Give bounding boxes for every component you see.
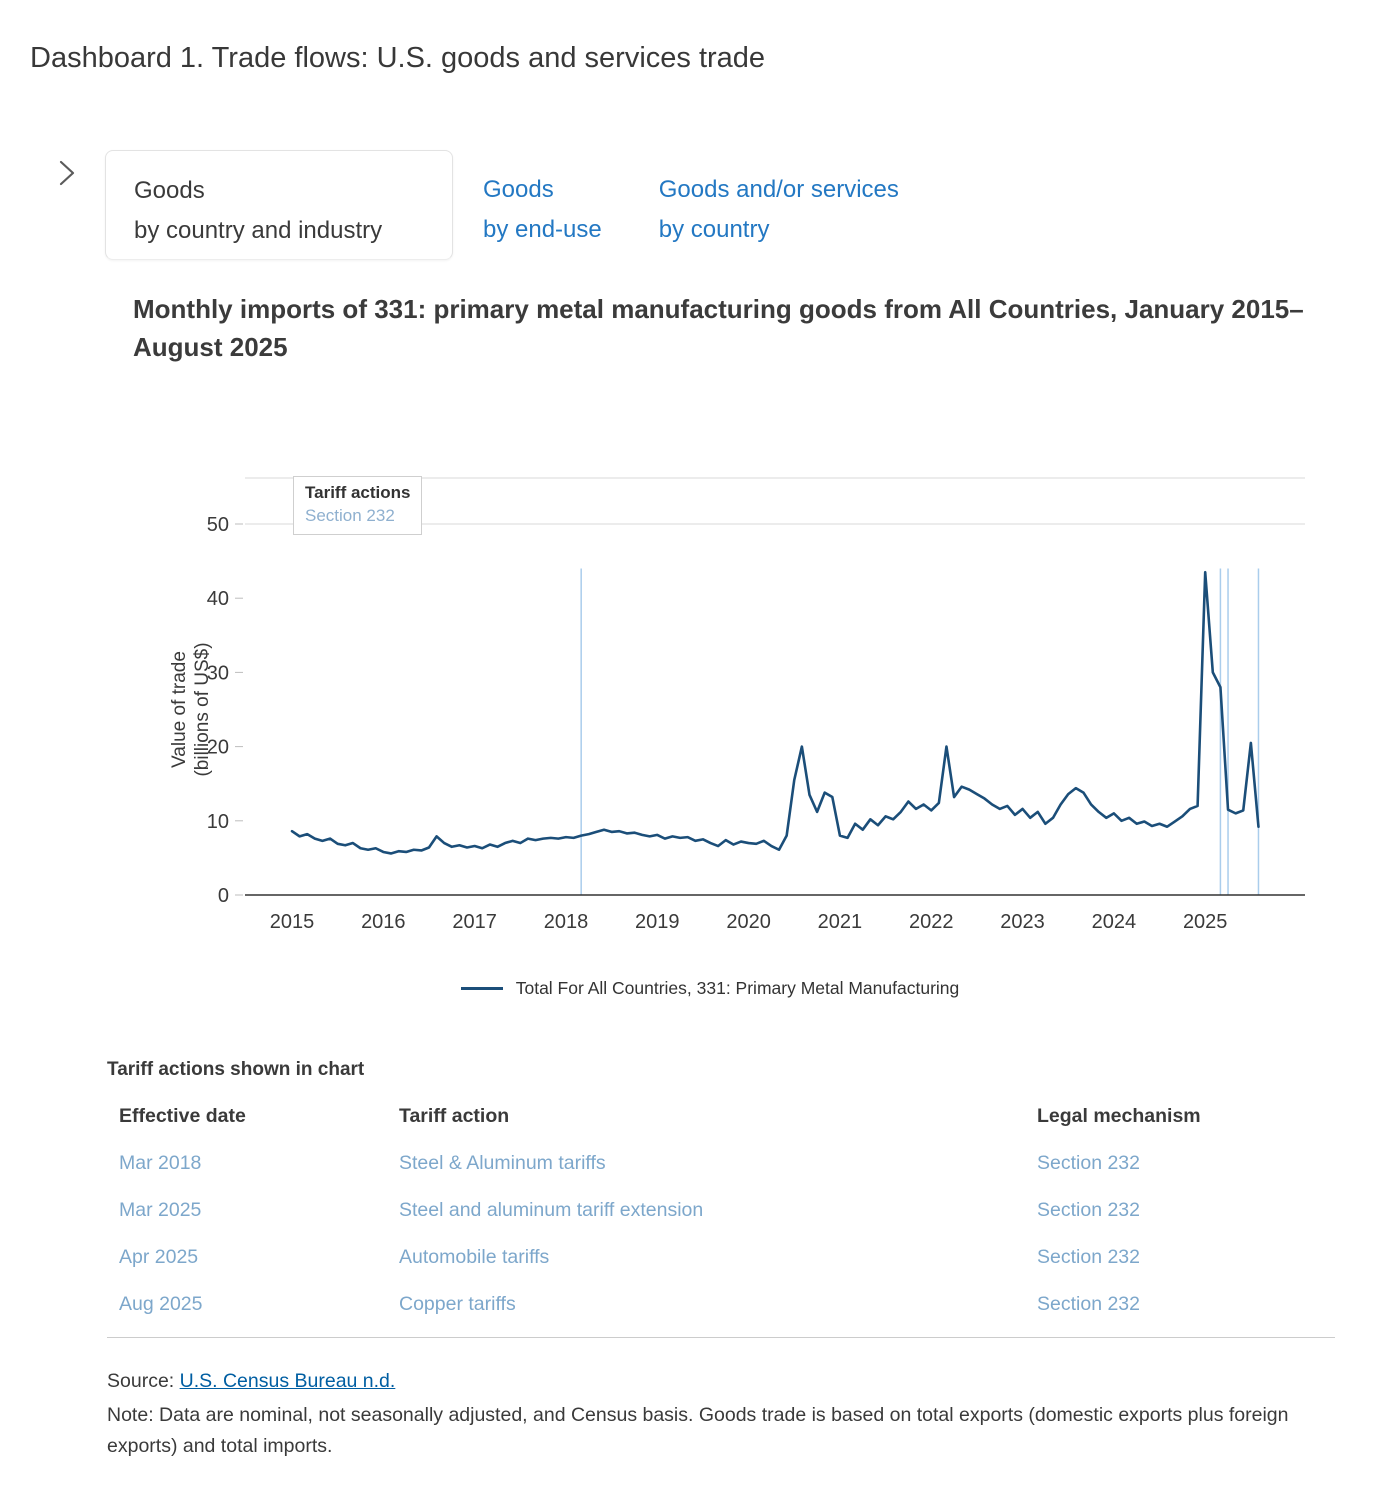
legend-line-swatch (460, 987, 503, 990)
tariff-row-date: Apr 2025 (119, 1246, 199, 1268)
trade-line-chart[interactable]: 0 10 20 30 40 50 2015 2016 2017 2018 2019 2020 2021 2… (105, 466, 1315, 936)
note-text: Note: Data are nominal, not seasonally a… (107, 1404, 1289, 1457)
legend-label: Total For All Countries, 331: Primary Me… (515, 978, 960, 998)
svg-text:30: 30 (207, 662, 229, 684)
dashboard-body: Goods by country and industry Goods by e… (0, 150, 1395, 1462)
svg-text:2021: 2021 (818, 911, 863, 933)
tab-label-line1: Goods (134, 177, 205, 204)
tab-label-line1: Goods (483, 176, 554, 203)
tariff-row-action: Automobile tariffs (399, 1246, 550, 1268)
chart-area: 0 10 20 30 40 50 2015 2016 2017 2018 2019 2020 2021 2… (105, 466, 1315, 936)
tab-bar: Goods by country and industry Goods by e… (105, 150, 1395, 260)
annotation-subtitle: Section 232 (305, 506, 395, 525)
tab-goods-by-country-and-industry[interactable]: Goods by country and industry (105, 150, 453, 260)
tariff-row-mechanism: Section 232 (1037, 1152, 1140, 1174)
chart-legend: Total For All Countries, 331: Primary Me… (105, 978, 1315, 999)
svg-text:0: 0 (218, 885, 229, 907)
tariff-row-mechanism: Section 232 (1037, 1246, 1140, 1268)
tariff-row-date: Mar 2018 (119, 1152, 202, 1174)
tariff-row-mechanism: Section 232 (1037, 1293, 1140, 1315)
svg-text:2018: 2018 (544, 911, 589, 933)
svg-text:Value of trade: Value of trade (169, 651, 190, 768)
page-title: Dashboard 1. Trade flows: U.S. goods and… (30, 42, 766, 74)
svg-text:2017: 2017 (452, 911, 497, 933)
expand-chevron-icon[interactable] (56, 158, 78, 193)
tariff-row-date: Mar 2025 (119, 1199, 202, 1221)
annotation-title: Tariff actions (305, 483, 411, 502)
tab-goods-by-end-use[interactable]: Goods by end-use (483, 150, 602, 250)
svg-text:40: 40 (207, 588, 229, 610)
tab-goods-services-by-country[interactable]: Goods and/or services by country (659, 150, 899, 250)
svg-text:2020: 2020 (726, 911, 771, 933)
svg-text:2024: 2024 (1092, 911, 1137, 933)
svg-text:(billions of US$): (billions of US$) (192, 642, 213, 776)
column-header-legal-mechanism: Legal mechanism (1037, 1105, 1201, 1127)
tariff-table: Effective date Tariff action Legal mecha… (107, 1105, 1335, 1338)
tariff-row-action: Copper tariffs (399, 1293, 516, 1315)
svg-text:2019: 2019 (635, 911, 680, 933)
svg-text:10: 10 (207, 811, 229, 833)
chart-title: Monthly imports of 331: primary metal ma… (133, 294, 1304, 362)
svg-text:2025: 2025 (1183, 911, 1228, 933)
svg-text:2022: 2022 (909, 911, 954, 933)
tariff-actions-annotation: Tariff actions Section 232 (293, 476, 423, 535)
source-label: Source: (107, 1370, 180, 1392)
tab-label-line2: by country and industry (134, 217, 383, 244)
tariff-table-heading: Tariff actions shown in chart (107, 1059, 365, 1080)
source-line: Source: U.S. Census Bureau n.d. (107, 1370, 1395, 1393)
svg-text:2015: 2015 (270, 911, 315, 933)
column-header-effective-date: Effective date (119, 1105, 246, 1127)
tariff-row-mechanism: Section 232 (1037, 1199, 1140, 1221)
svg-text:2023: 2023 (1000, 911, 1045, 933)
source-link[interactable]: U.S. Census Bureau n.d. (179, 1370, 396, 1392)
column-header-tariff-action: Tariff action (399, 1105, 510, 1127)
main-panel: Goods by country and industry Goods by e… (105, 150, 1395, 1462)
tariff-row-action: Steel and aluminum tariff extension (399, 1199, 704, 1221)
tab-label-line2: by country (658, 216, 770, 243)
tariff-row-action: Steel & Aluminum tariffs (399, 1152, 606, 1174)
tariff-actions-section: Tariff actions shown in chart Effective … (107, 1059, 1335, 1338)
tab-label-line2: by end-use (483, 216, 602, 243)
svg-text:50: 50 (207, 514, 229, 536)
tab-label-line1: Goods and/or services (658, 176, 899, 203)
svg-text:2016: 2016 (361, 911, 406, 933)
tariff-row-date: Aug 2025 (119, 1293, 203, 1315)
sidebar-collapse-area (0, 150, 105, 1462)
svg-text:20: 20 (207, 737, 229, 759)
chart-footer: Source: U.S. Census Bureau n.d. Note: Da… (107, 1370, 1395, 1462)
